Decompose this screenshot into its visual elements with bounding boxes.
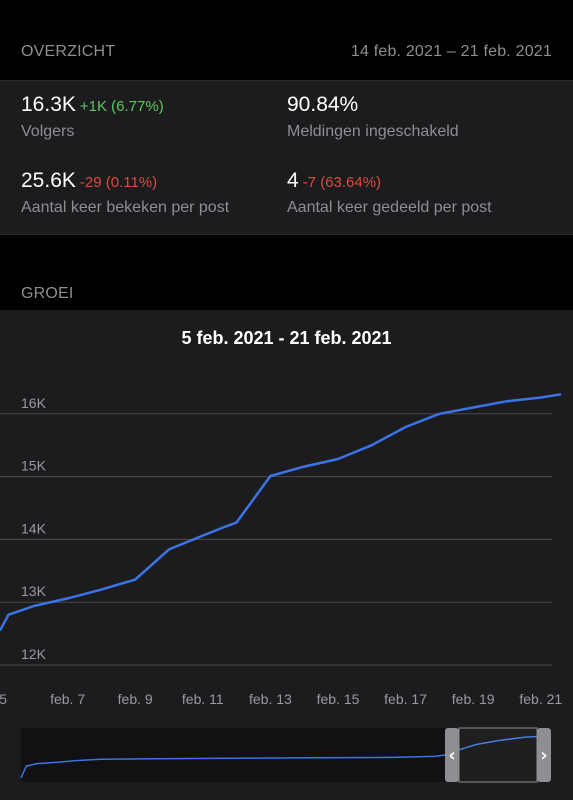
growth-header: GROEI bbox=[0, 236, 573, 310]
growth-line-chart[interactable]: 12K 13K 14K 15K 16K 5 feb. 7 feb. 9 feb. 11 feb. … bbox=[0, 310, 573, 800]
growth-title: GROEI bbox=[21, 285, 74, 302]
navigator-right-handle[interactable] bbox=[537, 728, 551, 782]
growth-chart-panel: 5 feb. 2021 - 21 feb. 2021 12K 13K 14K 15K 1… bbox=[0, 310, 573, 800]
stat-views-value: 25.6K bbox=[21, 169, 76, 192]
x-tick-label: feb. 11 bbox=[182, 691, 224, 707]
stat-shares-delta: -7 (63.64%) bbox=[302, 174, 382, 191]
stat-notifications: 90.84% Meldingen ingeschakeld bbox=[287, 93, 459, 141]
y-tick-label: 12K bbox=[21, 646, 47, 662]
stat-shares-per-post: 4 -7 (63.64%) Aantal keer gedeeld per pos… bbox=[287, 169, 492, 217]
x-tick-label: feb. 21 bbox=[519, 691, 562, 707]
x-tick-label: 5 bbox=[0, 691, 7, 707]
chevron-right-icon: › bbox=[540, 745, 547, 766]
overview-title: OVERZICHT bbox=[21, 43, 116, 60]
y-tick-label: 15K bbox=[21, 458, 47, 474]
series-line bbox=[0, 393, 562, 632]
x-tick-label: feb. 13 bbox=[249, 691, 292, 707]
overview-header: OVERZICHT 14 feb. 2021 – 21 feb. 2021 bbox=[0, 0, 573, 80]
chevron-left-icon: ‹ bbox=[448, 745, 455, 766]
chart-title: 5 feb. 2021 - 21 feb. 2021 bbox=[181, 328, 392, 348]
stat-followers-label: Volgers bbox=[21, 123, 75, 140]
y-tick-label: 16K bbox=[21, 395, 47, 411]
navigator-line bbox=[20, 735, 552, 779]
stat-views-per-post: 25.6K -29 (0.11%) Aantal keer bekeken per… bbox=[21, 169, 229, 217]
stat-notifications-label: Meldingen ingeschakeld bbox=[287, 123, 459, 140]
x-tick-label: feb. 15 bbox=[317, 691, 360, 707]
stat-followers: 16.3K +1K (6.77%) Volgers bbox=[21, 93, 164, 141]
stat-followers-value: 16.3K bbox=[21, 93, 76, 116]
x-tick-label: feb. 7 bbox=[50, 691, 85, 707]
stat-notifications-value: 90.84% bbox=[287, 93, 359, 116]
stat-shares-value: 4 bbox=[287, 169, 299, 192]
navigator-selection[interactable] bbox=[458, 727, 538, 783]
overview-date-range[interactable]: 14 feb. 2021 – 21 feb. 2021 bbox=[350, 43, 552, 60]
x-tick-label: feb. 17 bbox=[384, 691, 427, 707]
y-tick-label: 13K bbox=[21, 583, 47, 599]
x-tick-label: feb. 19 bbox=[452, 691, 495, 707]
stat-views-delta: -29 (0.11%) bbox=[79, 174, 158, 191]
stat-shares-label: Aantal keer gedeeld per post bbox=[287, 199, 492, 216]
stat-followers-delta: +1K (6.77%) bbox=[79, 98, 164, 115]
x-tick-label: feb. 9 bbox=[118, 691, 153, 707]
overview-stats: 16.3K +1K (6.77%) Volgers 90.84% Meldinge… bbox=[0, 80, 573, 235]
stat-views-label: Aantal keer bekeken per post bbox=[21, 199, 230, 216]
navigator-left-handle[interactable] bbox=[445, 728, 459, 782]
y-tick-label: 14K bbox=[21, 520, 47, 536]
range-navigator[interactable] bbox=[21, 728, 551, 782]
